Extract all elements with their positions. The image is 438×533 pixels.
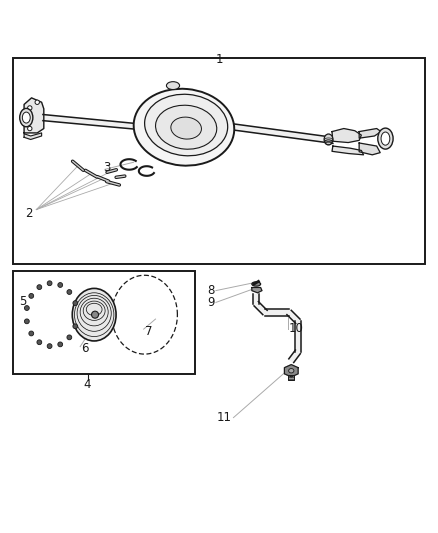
Polygon shape bbox=[254, 302, 267, 314]
Polygon shape bbox=[24, 133, 42, 140]
Ellipse shape bbox=[166, 82, 180, 90]
Ellipse shape bbox=[73, 301, 78, 305]
Polygon shape bbox=[295, 321, 301, 352]
Polygon shape bbox=[284, 365, 298, 377]
Polygon shape bbox=[359, 128, 381, 138]
Ellipse shape bbox=[145, 94, 228, 156]
Polygon shape bbox=[332, 128, 361, 142]
Ellipse shape bbox=[155, 105, 217, 149]
Polygon shape bbox=[252, 287, 262, 293]
Ellipse shape bbox=[35, 100, 39, 104]
Polygon shape bbox=[359, 143, 380, 155]
Ellipse shape bbox=[378, 128, 393, 149]
Ellipse shape bbox=[134, 89, 234, 166]
Ellipse shape bbox=[37, 340, 42, 345]
Text: 7: 7 bbox=[145, 325, 152, 338]
Ellipse shape bbox=[58, 342, 63, 347]
Text: 6: 6 bbox=[81, 342, 88, 356]
Ellipse shape bbox=[171, 117, 201, 139]
Text: 4: 4 bbox=[84, 378, 92, 391]
Ellipse shape bbox=[67, 335, 72, 340]
Ellipse shape bbox=[29, 294, 34, 298]
Polygon shape bbox=[24, 98, 44, 133]
Ellipse shape bbox=[58, 282, 63, 287]
Ellipse shape bbox=[73, 324, 78, 329]
Text: 3: 3 bbox=[103, 161, 110, 174]
Polygon shape bbox=[289, 350, 300, 362]
Text: 9: 9 bbox=[207, 296, 215, 309]
Ellipse shape bbox=[289, 368, 294, 373]
Polygon shape bbox=[287, 310, 300, 324]
Ellipse shape bbox=[47, 281, 52, 286]
Text: 2: 2 bbox=[25, 207, 32, 221]
Bar bbox=[13, 59, 425, 264]
Ellipse shape bbox=[324, 134, 333, 145]
Ellipse shape bbox=[92, 311, 99, 318]
Ellipse shape bbox=[47, 344, 52, 349]
Bar bbox=[288, 375, 294, 381]
Ellipse shape bbox=[29, 331, 34, 336]
Ellipse shape bbox=[22, 112, 30, 123]
Bar bbox=[13, 271, 195, 374]
Ellipse shape bbox=[25, 319, 29, 324]
Text: 11: 11 bbox=[217, 411, 232, 424]
Ellipse shape bbox=[28, 106, 32, 110]
Text: 8: 8 bbox=[207, 284, 215, 297]
Ellipse shape bbox=[252, 282, 261, 286]
Ellipse shape bbox=[72, 288, 116, 341]
Text: 5: 5 bbox=[19, 295, 26, 308]
Polygon shape bbox=[232, 124, 333, 143]
Polygon shape bbox=[43, 115, 138, 130]
Text: 1: 1 bbox=[215, 53, 223, 66]
Ellipse shape bbox=[37, 285, 42, 289]
Ellipse shape bbox=[25, 305, 29, 310]
Ellipse shape bbox=[28, 126, 32, 131]
Polygon shape bbox=[332, 146, 364, 155]
Polygon shape bbox=[265, 310, 289, 316]
Ellipse shape bbox=[67, 289, 72, 294]
Ellipse shape bbox=[20, 108, 33, 127]
Text: 10: 10 bbox=[289, 322, 304, 335]
Ellipse shape bbox=[381, 132, 390, 145]
Polygon shape bbox=[253, 294, 259, 304]
